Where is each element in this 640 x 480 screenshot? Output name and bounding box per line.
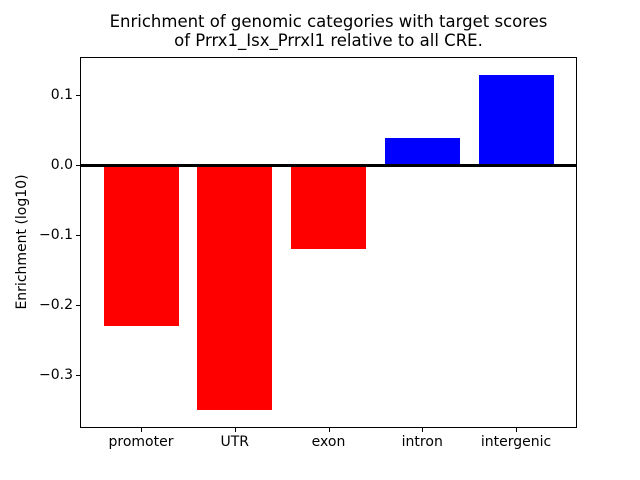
x-tick-mark (234, 428, 236, 432)
bar-exon (291, 165, 366, 250)
x-tick-mark (328, 428, 330, 432)
x-tick-label: promoter (108, 434, 174, 450)
bar-intron (384, 137, 460, 166)
y-tick-mark (76, 95, 80, 97)
x-tick-label: intergenic (480, 434, 552, 450)
bar-intergenic (478, 74, 554, 166)
y-tick-label: 0.1 (50, 87, 73, 104)
y-tick-label: −0.2 (39, 296, 73, 313)
bar-UTR (197, 165, 273, 411)
x-tick-label: exon (311, 434, 346, 450)
plot-area (80, 57, 577, 428)
chart-title-line2: of Prrx1_Isx_Prrxl1 relative to all CRE. (174, 31, 483, 50)
bar-promoter (103, 165, 179, 327)
chart-title: Enrichment of genomic categories with ta… (80, 12, 577, 50)
chart-title-line1: Enrichment of genomic categories with ta… (109, 12, 548, 31)
x-tick-mark (141, 428, 142, 432)
y-tick-label: 0.0 (50, 157, 73, 174)
y-tick-mark (76, 165, 80, 167)
zero-line (80, 164, 577, 168)
x-tick-label: intron (401, 434, 443, 450)
x-tick-mark (422, 428, 424, 432)
y-tick-label: −0.1 (39, 227, 73, 243)
x-tick-label: UTR (220, 434, 250, 450)
y-tick-label: −0.3 (39, 366, 73, 383)
y-tick-mark (76, 374, 80, 376)
y-tick-mark (76, 304, 80, 306)
y-tick-mark (76, 235, 80, 236)
x-tick-mark (516, 428, 517, 432)
